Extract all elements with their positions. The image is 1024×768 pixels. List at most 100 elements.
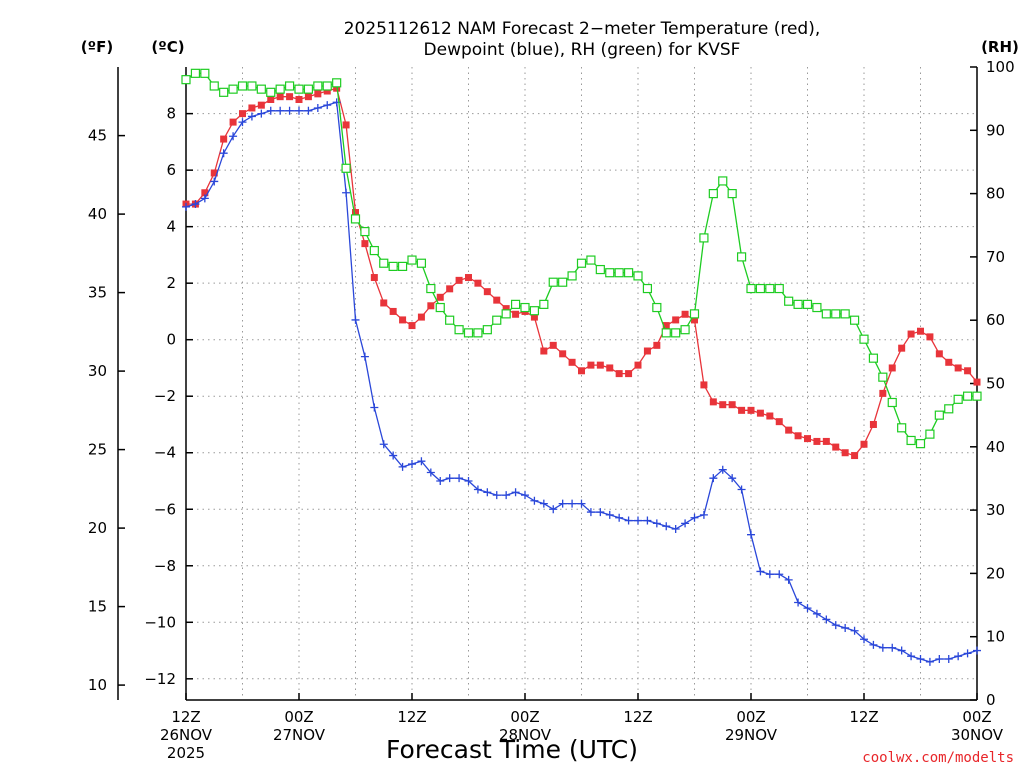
rh-point <box>718 176 728 186</box>
rh-point <box>642 283 653 294</box>
temperature-point <box>681 310 689 318</box>
dewpoint-point <box>916 655 925 664</box>
rh-point <box>793 299 803 309</box>
fahrenheit-unit-label: (ºF) <box>81 38 113 56</box>
temperature-point <box>766 412 774 420</box>
dewpoint-point <box>257 109 266 118</box>
temperature-point <box>323 87 331 95</box>
temperature-point <box>935 350 943 358</box>
temperature-point <box>587 361 595 369</box>
temperature-point <box>304 93 312 101</box>
rh-point <box>181 75 191 85</box>
temperature-point <box>954 364 962 372</box>
rh-point <box>727 189 737 199</box>
temperature-point <box>785 426 793 434</box>
celsius-tick-label: −4 <box>154 444 176 462</box>
dewpoint-point <box>878 643 887 652</box>
dewpoint-point <box>888 643 897 652</box>
dewpoint-point <box>784 575 793 584</box>
celsius-tick-label: −6 <box>154 500 176 518</box>
temperature-point <box>964 367 972 375</box>
rh-point <box>633 271 643 281</box>
series-line-dewpoint <box>185 101 978 663</box>
temperature-point <box>747 406 755 414</box>
rh-point <box>765 283 775 294</box>
fahrenheit-tick-label: 20 <box>88 519 107 537</box>
dewpoint-point <box>775 570 784 579</box>
dewpoint-point <box>323 101 332 110</box>
rh-tick-label: 70 <box>986 248 1005 266</box>
celsius-tick-label: −10 <box>144 613 176 631</box>
celsius-tick-label: −12 <box>144 670 176 688</box>
temperature-point <box>483 288 491 296</box>
dewpoint-point <box>850 626 859 635</box>
dewpoint-point <box>360 352 369 361</box>
dewpoint-point <box>747 530 755 539</box>
rh-point <box>482 325 492 335</box>
rh-point <box>925 429 935 439</box>
x-tick-label: 12Z <box>623 708 652 726</box>
dewpoint-point <box>295 106 303 115</box>
dewpoint-point <box>869 640 878 649</box>
fahrenheit-tick-label: 35 <box>88 284 107 302</box>
rh-point <box>689 309 700 319</box>
rh-point <box>614 268 624 278</box>
temperature-point <box>286 93 294 101</box>
x-tick-label: 27NOV <box>273 726 326 744</box>
temperature-point <box>634 361 642 369</box>
dewpoint-point <box>841 623 850 632</box>
temperature-point <box>229 118 237 126</box>
celsius-tick-label: 6 <box>166 161 176 179</box>
temperature-point <box>465 274 472 282</box>
rh-point <box>548 277 558 287</box>
dewpoint-point <box>379 440 388 449</box>
celsius-tick-label: −8 <box>154 557 176 575</box>
rh-point <box>473 328 483 338</box>
temperature-point <box>210 169 218 177</box>
dewpoint-point <box>445 474 454 483</box>
dewpoint-point <box>502 491 511 500</box>
rh-point <box>915 439 926 449</box>
rh-tick-label: 90 <box>986 121 1005 139</box>
temperature-point <box>851 452 859 460</box>
temperature-point <box>370 274 378 282</box>
dewpoint-point <box>709 474 718 483</box>
temperature-point <box>361 240 369 248</box>
rh-point <box>463 328 474 338</box>
rh-point <box>454 325 464 335</box>
temperature-point <box>709 398 717 406</box>
rh-point <box>237 81 248 91</box>
dewpoint-point <box>539 499 548 508</box>
rh-point <box>586 255 596 265</box>
dewpoint-point <box>182 202 190 211</box>
dewpoint-point <box>200 194 209 203</box>
rh-point <box>868 353 879 363</box>
series-rh <box>181 68 982 449</box>
x-tick-label: 2025 <box>167 744 205 762</box>
rh-point <box>944 404 954 414</box>
rh-point <box>897 423 907 433</box>
dewpoint-point <box>812 609 821 618</box>
rh-point <box>595 264 605 275</box>
dewpoint-point <box>897 646 906 655</box>
dewpoint-point <box>285 106 294 115</box>
temperature-point <box>512 310 520 318</box>
celsius-tick-label: 8 <box>166 105 176 123</box>
x-tick-label: 28NOV <box>499 726 552 744</box>
dewpoint-point <box>304 106 313 115</box>
temperature-point <box>643 347 651 355</box>
dewpoint-point <box>389 451 398 460</box>
dewpoint-point <box>436 476 445 485</box>
rh-point <box>962 391 973 401</box>
rh-point <box>266 87 276 97</box>
rh-point <box>520 302 530 313</box>
rh-point <box>388 261 398 271</box>
series-dewpoint <box>182 98 981 666</box>
temperature-point <box>615 370 623 378</box>
chart-title-line1: 2025112612 NAM Forecast 2−meter Temperat… <box>344 19 821 39</box>
dewpoint-point <box>699 510 708 519</box>
rh-point <box>200 68 210 78</box>
rh-point <box>623 268 634 278</box>
rh-point <box>379 258 389 268</box>
temperature-point <box>813 437 821 445</box>
